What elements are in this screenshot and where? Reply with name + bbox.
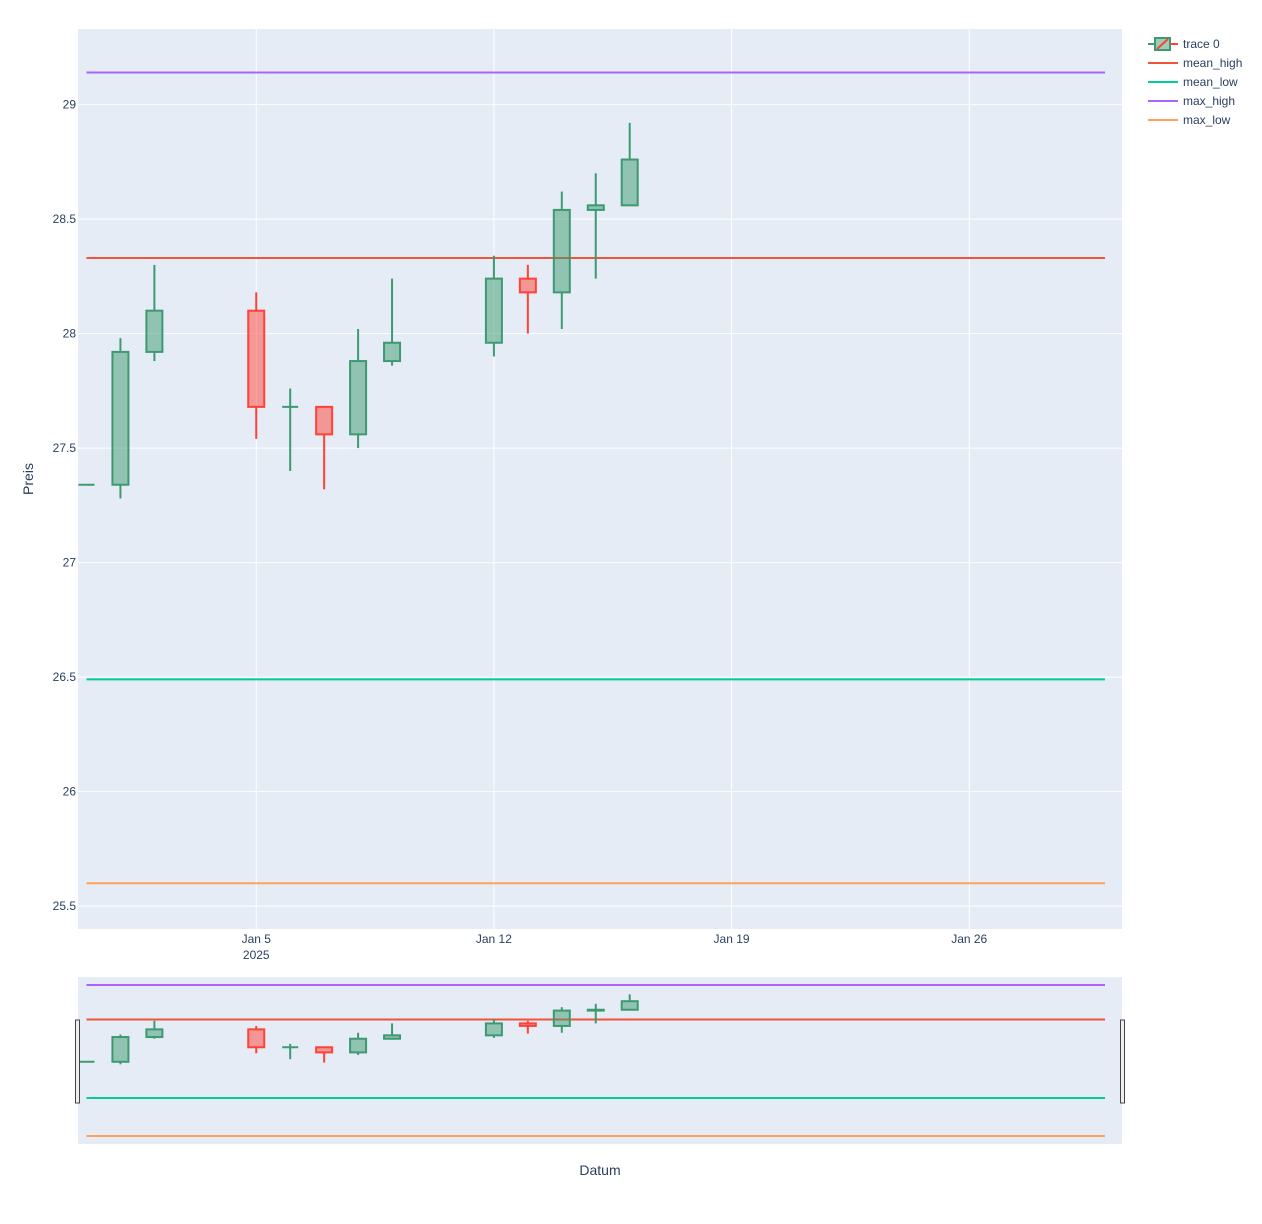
- legend-item-mean-low[interactable]: mean_low: [1148, 75, 1238, 89]
- main-candle[interactable]: [349, 329, 368, 449]
- x-axis-ticks: Jan 5 2025 Jan 12 Jan 19 Jan 26: [242, 932, 988, 962]
- rangeslider-background[interactable]: [78, 977, 1122, 1144]
- y-tick-label: 29: [63, 98, 77, 112]
- main-candle[interactable]: [586, 173, 605, 279]
- legend-label: max_low: [1183, 113, 1231, 127]
- y-tick-label: 26.5: [53, 670, 77, 684]
- candle-body: [586, 204, 605, 211]
- rangeslider-right-handle[interactable]: [1120, 1019, 1125, 1104]
- candle-body: [111, 350, 130, 486]
- y-tick-label: 25.5: [53, 899, 77, 913]
- x-tick-label: Jan 5: [242, 932, 272, 946]
- legend[interactable]: trace 0 mean_high mean_low max_high max_low: [1148, 37, 1242, 127]
- candle-body: [552, 208, 571, 294]
- x-tick-label: Jan 19: [714, 932, 750, 946]
- main-candle[interactable]: [315, 405, 334, 490]
- slider-candle: [383, 1023, 402, 1040]
- legend-item-max-low[interactable]: max_low: [1148, 113, 1231, 127]
- legend-label: mean_low: [1183, 75, 1238, 89]
- candle-body: [586, 1008, 605, 1012]
- y-tick-label: 28: [63, 327, 77, 341]
- main-candle[interactable]: [552, 191, 571, 329]
- slider-candle: [315, 1046, 334, 1063]
- y-axis-ticks: 25.5 26 26.5 27 27.5 28 28.5 29: [53, 98, 77, 914]
- candle-body: [315, 1046, 334, 1054]
- legend-label: max_high: [1183, 94, 1235, 108]
- slider-candle: [282, 1043, 299, 1060]
- y-tick-label: 27.5: [53, 441, 77, 455]
- rangeslider-preview: [78, 984, 1106, 1137]
- x-tick-label: Jan 12: [476, 932, 512, 946]
- y-axis-title: Preis: [20, 463, 36, 495]
- candle-body: [247, 1028, 266, 1049]
- slider-candle: [620, 994, 639, 1011]
- candle-body: [620, 1000, 639, 1011]
- slider-candle: [552, 1007, 571, 1033]
- slider-candle: [111, 1034, 130, 1065]
- candle-body: [383, 341, 402, 363]
- legend-item-max-high[interactable]: max_high: [1148, 94, 1235, 108]
- candle-body: [518, 277, 537, 294]
- y-tick-label: 27: [63, 556, 77, 570]
- x-axis-title: Datum: [579, 1162, 620, 1178]
- slider-candle: [349, 1032, 368, 1055]
- legend-label: trace 0: [1183, 37, 1220, 51]
- candle-body: [145, 309, 164, 353]
- slider-candle: [586, 1003, 605, 1024]
- slider-candle: [145, 1020, 164, 1039]
- candle-body: [552, 1009, 571, 1027]
- legend-item-mean-high[interactable]: mean_high: [1148, 56, 1242, 70]
- candle-body: [484, 1022, 503, 1037]
- candle-body: [383, 1034, 402, 1040]
- main-candle[interactable]: [484, 255, 503, 357]
- legend-item-trace-0[interactable]: trace 0: [1148, 37, 1220, 51]
- candle-body: [349, 1037, 368, 1054]
- y-tick-label: 26: [63, 785, 77, 799]
- legend-candle-slash: [1156, 38, 1169, 50]
- candles[interactable]: [78, 122, 639, 499]
- main-plot-background: [78, 29, 1122, 929]
- candle-body: [315, 405, 334, 436]
- main-candle[interactable]: [620, 122, 639, 207]
- candle-body: [111, 1036, 130, 1063]
- candle-body: [484, 277, 503, 344]
- main-candle[interactable]: [383, 278, 402, 366]
- x-tick-label: Jan 26: [951, 932, 987, 946]
- candle-body: [247, 309, 266, 408]
- main-candle[interactable]: [145, 264, 164, 362]
- x-tick-sublabel: 2025: [243, 948, 270, 962]
- slider-candle: [484, 1019, 503, 1038]
- main-candle[interactable]: [518, 264, 537, 334]
- main-candle[interactable]: [282, 388, 299, 471]
- candle-body: [349, 360, 368, 436]
- main-candle[interactable]: [111, 338, 130, 499]
- slider-candle: [247, 1025, 266, 1054]
- candle-body: [518, 1022, 537, 1027]
- main-candle[interactable]: [247, 292, 266, 439]
- candle-body: [620, 158, 639, 207]
- rangeslider-left-handle[interactable]: [75, 1019, 80, 1104]
- candle-body: [145, 1028, 164, 1039]
- legend-label: mean_high: [1183, 56, 1242, 70]
- slider-candle: [518, 1020, 537, 1034]
- y-tick-label: 28.5: [53, 212, 77, 226]
